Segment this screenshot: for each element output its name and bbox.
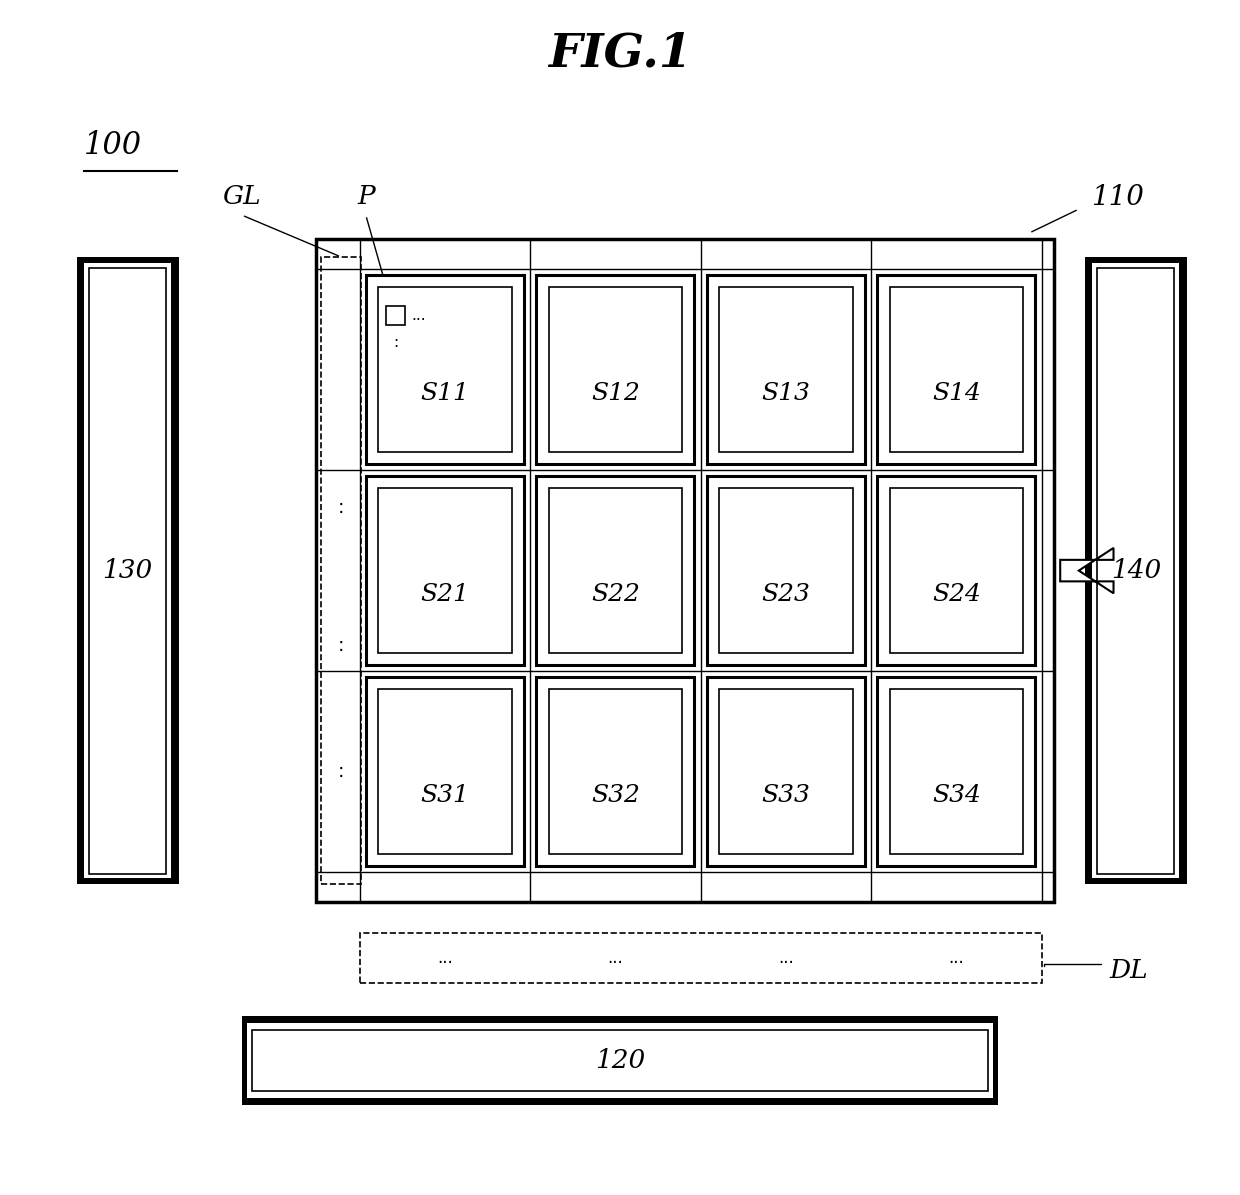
Bar: [878, 275, 1035, 464]
Bar: [536, 275, 694, 464]
Text: ...: ...: [777, 949, 794, 968]
Text: ...: ...: [412, 308, 427, 323]
Text: 100: 100: [84, 130, 143, 161]
Text: S21: S21: [420, 583, 469, 606]
Bar: [360, 933, 1042, 983]
Text: 130: 130: [103, 558, 153, 583]
Text: P: P: [357, 184, 374, 209]
Bar: [549, 287, 682, 452]
Bar: [366, 275, 523, 464]
Text: S23: S23: [761, 583, 810, 606]
Text: S24: S24: [932, 583, 981, 606]
Bar: [707, 476, 864, 666]
Text: :: :: [337, 637, 345, 655]
Bar: [89, 268, 166, 874]
Bar: [378, 287, 511, 452]
Bar: [536, 678, 694, 866]
Text: S34: S34: [932, 784, 981, 808]
Text: :: :: [337, 762, 345, 780]
Text: 120: 120: [595, 1048, 645, 1073]
Text: S13: S13: [761, 382, 810, 405]
Text: :: :: [337, 498, 345, 517]
Bar: [378, 690, 511, 854]
Text: ...: ...: [608, 949, 624, 968]
Bar: [1085, 257, 1187, 884]
Bar: [707, 678, 864, 866]
Bar: [890, 488, 1023, 654]
Bar: [247, 1023, 993, 1098]
Bar: [316, 239, 1054, 902]
Text: S11: S11: [420, 382, 469, 405]
Polygon shape: [1060, 547, 1114, 594]
Bar: [1097, 268, 1174, 874]
Bar: [321, 257, 361, 884]
Bar: [719, 287, 853, 452]
Bar: [549, 690, 682, 854]
Bar: [84, 263, 171, 878]
Bar: [386, 306, 405, 325]
Text: S12: S12: [591, 382, 640, 405]
Bar: [719, 690, 853, 854]
Text: GL: GL: [222, 184, 262, 209]
Bar: [890, 287, 1023, 452]
Bar: [366, 476, 523, 666]
Text: 140: 140: [1111, 558, 1161, 583]
Text: S31: S31: [420, 784, 469, 808]
Bar: [536, 476, 694, 666]
Bar: [366, 678, 523, 866]
Bar: [378, 488, 511, 654]
Bar: [252, 1030, 988, 1091]
Text: S14: S14: [932, 382, 981, 405]
Text: S33: S33: [761, 784, 810, 808]
Text: DL: DL: [1110, 958, 1148, 982]
Text: :: :: [393, 335, 398, 350]
Bar: [549, 488, 682, 654]
Bar: [890, 690, 1023, 854]
Bar: [878, 476, 1035, 666]
Bar: [77, 257, 179, 884]
Bar: [878, 678, 1035, 866]
Text: ...: ...: [949, 949, 965, 968]
Bar: [719, 488, 853, 654]
Text: S32: S32: [591, 784, 640, 808]
Bar: [1092, 263, 1179, 878]
Text: ...: ...: [436, 949, 453, 968]
Text: 110: 110: [1091, 184, 1145, 210]
Text: FIG.1: FIG.1: [548, 31, 692, 76]
Text: S22: S22: [591, 583, 640, 606]
Bar: [707, 275, 864, 464]
Bar: [242, 1016, 998, 1105]
